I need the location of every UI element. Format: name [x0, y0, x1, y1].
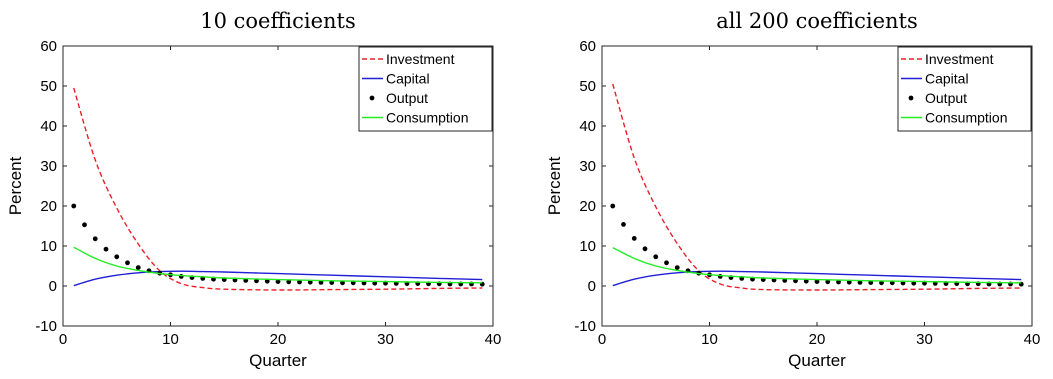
x-tick-label: 30	[377, 331, 394, 348]
output-legend-swatch	[908, 95, 914, 101]
y-tick-label: 50	[579, 78, 596, 95]
y-tick-label: 20	[40, 198, 57, 215]
output-legend-swatch	[369, 95, 375, 101]
legend: Investment Capital Output Consumption	[358, 46, 493, 132]
output-marker	[610, 203, 616, 209]
y-tick-label: 20	[579, 198, 596, 215]
x-tick-label: 10	[701, 331, 718, 348]
y-tick-label: 10	[579, 238, 596, 255]
output-marker	[103, 246, 109, 252]
investment-line	[612, 83, 1022, 291]
legend-label-capital: Capital	[386, 71, 430, 87]
x-tick-label: 40	[485, 331, 502, 348]
output-marker	[674, 265, 680, 270]
output-marker	[664, 260, 669, 266]
y-tick-label: 60	[40, 38, 57, 55]
output-marker	[621, 222, 626, 227]
x-tick-label: 30	[916, 331, 933, 348]
output-marker	[631, 236, 637, 241]
consumption-line	[73, 246, 483, 284]
legend-label-investment: Investment	[386, 51, 455, 67]
investment-line	[73, 87, 483, 291]
legend-label-output: Output	[386, 90, 428, 106]
x-tick-label: 20	[270, 331, 287, 348]
y-tick-label: 0	[588, 278, 596, 295]
y-axis-label: Percent	[6, 156, 25, 215]
legend-label-output: Output	[925, 90, 967, 106]
x-tick-label: 20	[809, 331, 826, 348]
output-marker	[135, 265, 141, 270]
output-marker	[275, 279, 281, 284]
x-axis-label: Quarter	[788, 351, 846, 370]
output-marker	[114, 254, 120, 260]
y-tick-label: 0	[49, 278, 57, 295]
output-marker	[814, 279, 820, 284]
legend-label-consumption: Consumption	[925, 110, 1008, 126]
capital-line	[612, 270, 1022, 287]
output-marker	[286, 279, 292, 285]
chart-title: all 200 coefficients	[716, 9, 918, 33]
y-tick-label: 40	[579, 118, 596, 135]
y-tick-label: -10	[35, 318, 57, 335]
legend: Investment Capital Output Consumption	[897, 46, 1032, 132]
y-tick-label: 40	[40, 118, 57, 135]
y-tick-label: -10	[574, 318, 596, 335]
y-tick-label: 10	[40, 238, 57, 255]
output-marker	[92, 236, 98, 242]
output-marker	[82, 222, 87, 228]
legend-label-capital: Capital	[925, 71, 969, 87]
y-tick-label: 30	[40, 158, 57, 175]
output-marker	[642, 246, 648, 252]
output-marker	[653, 254, 659, 260]
capital-line	[73, 270, 483, 287]
chart-title: 10 coefficients	[200, 9, 356, 33]
y-axis-label: Percent	[545, 156, 564, 215]
y-tick-label: 30	[579, 158, 596, 175]
x-tick-label: 40	[1024, 331, 1041, 348]
x-tick-label: 10	[162, 331, 179, 348]
x-tick-label: 0	[598, 331, 606, 348]
y-tick-label: 50	[40, 78, 57, 95]
y-tick-label: 60	[579, 38, 596, 55]
consumption-line	[612, 246, 1022, 284]
output-marker	[71, 203, 77, 209]
x-axis-label: Quarter	[249, 351, 307, 370]
output-marker	[125, 260, 130, 266]
legend-label-investment: Investment	[925, 51, 994, 67]
x-tick-label: 0	[59, 331, 67, 348]
output-marker	[825, 279, 831, 285]
legend-label-consumption: Consumption	[386, 110, 469, 126]
